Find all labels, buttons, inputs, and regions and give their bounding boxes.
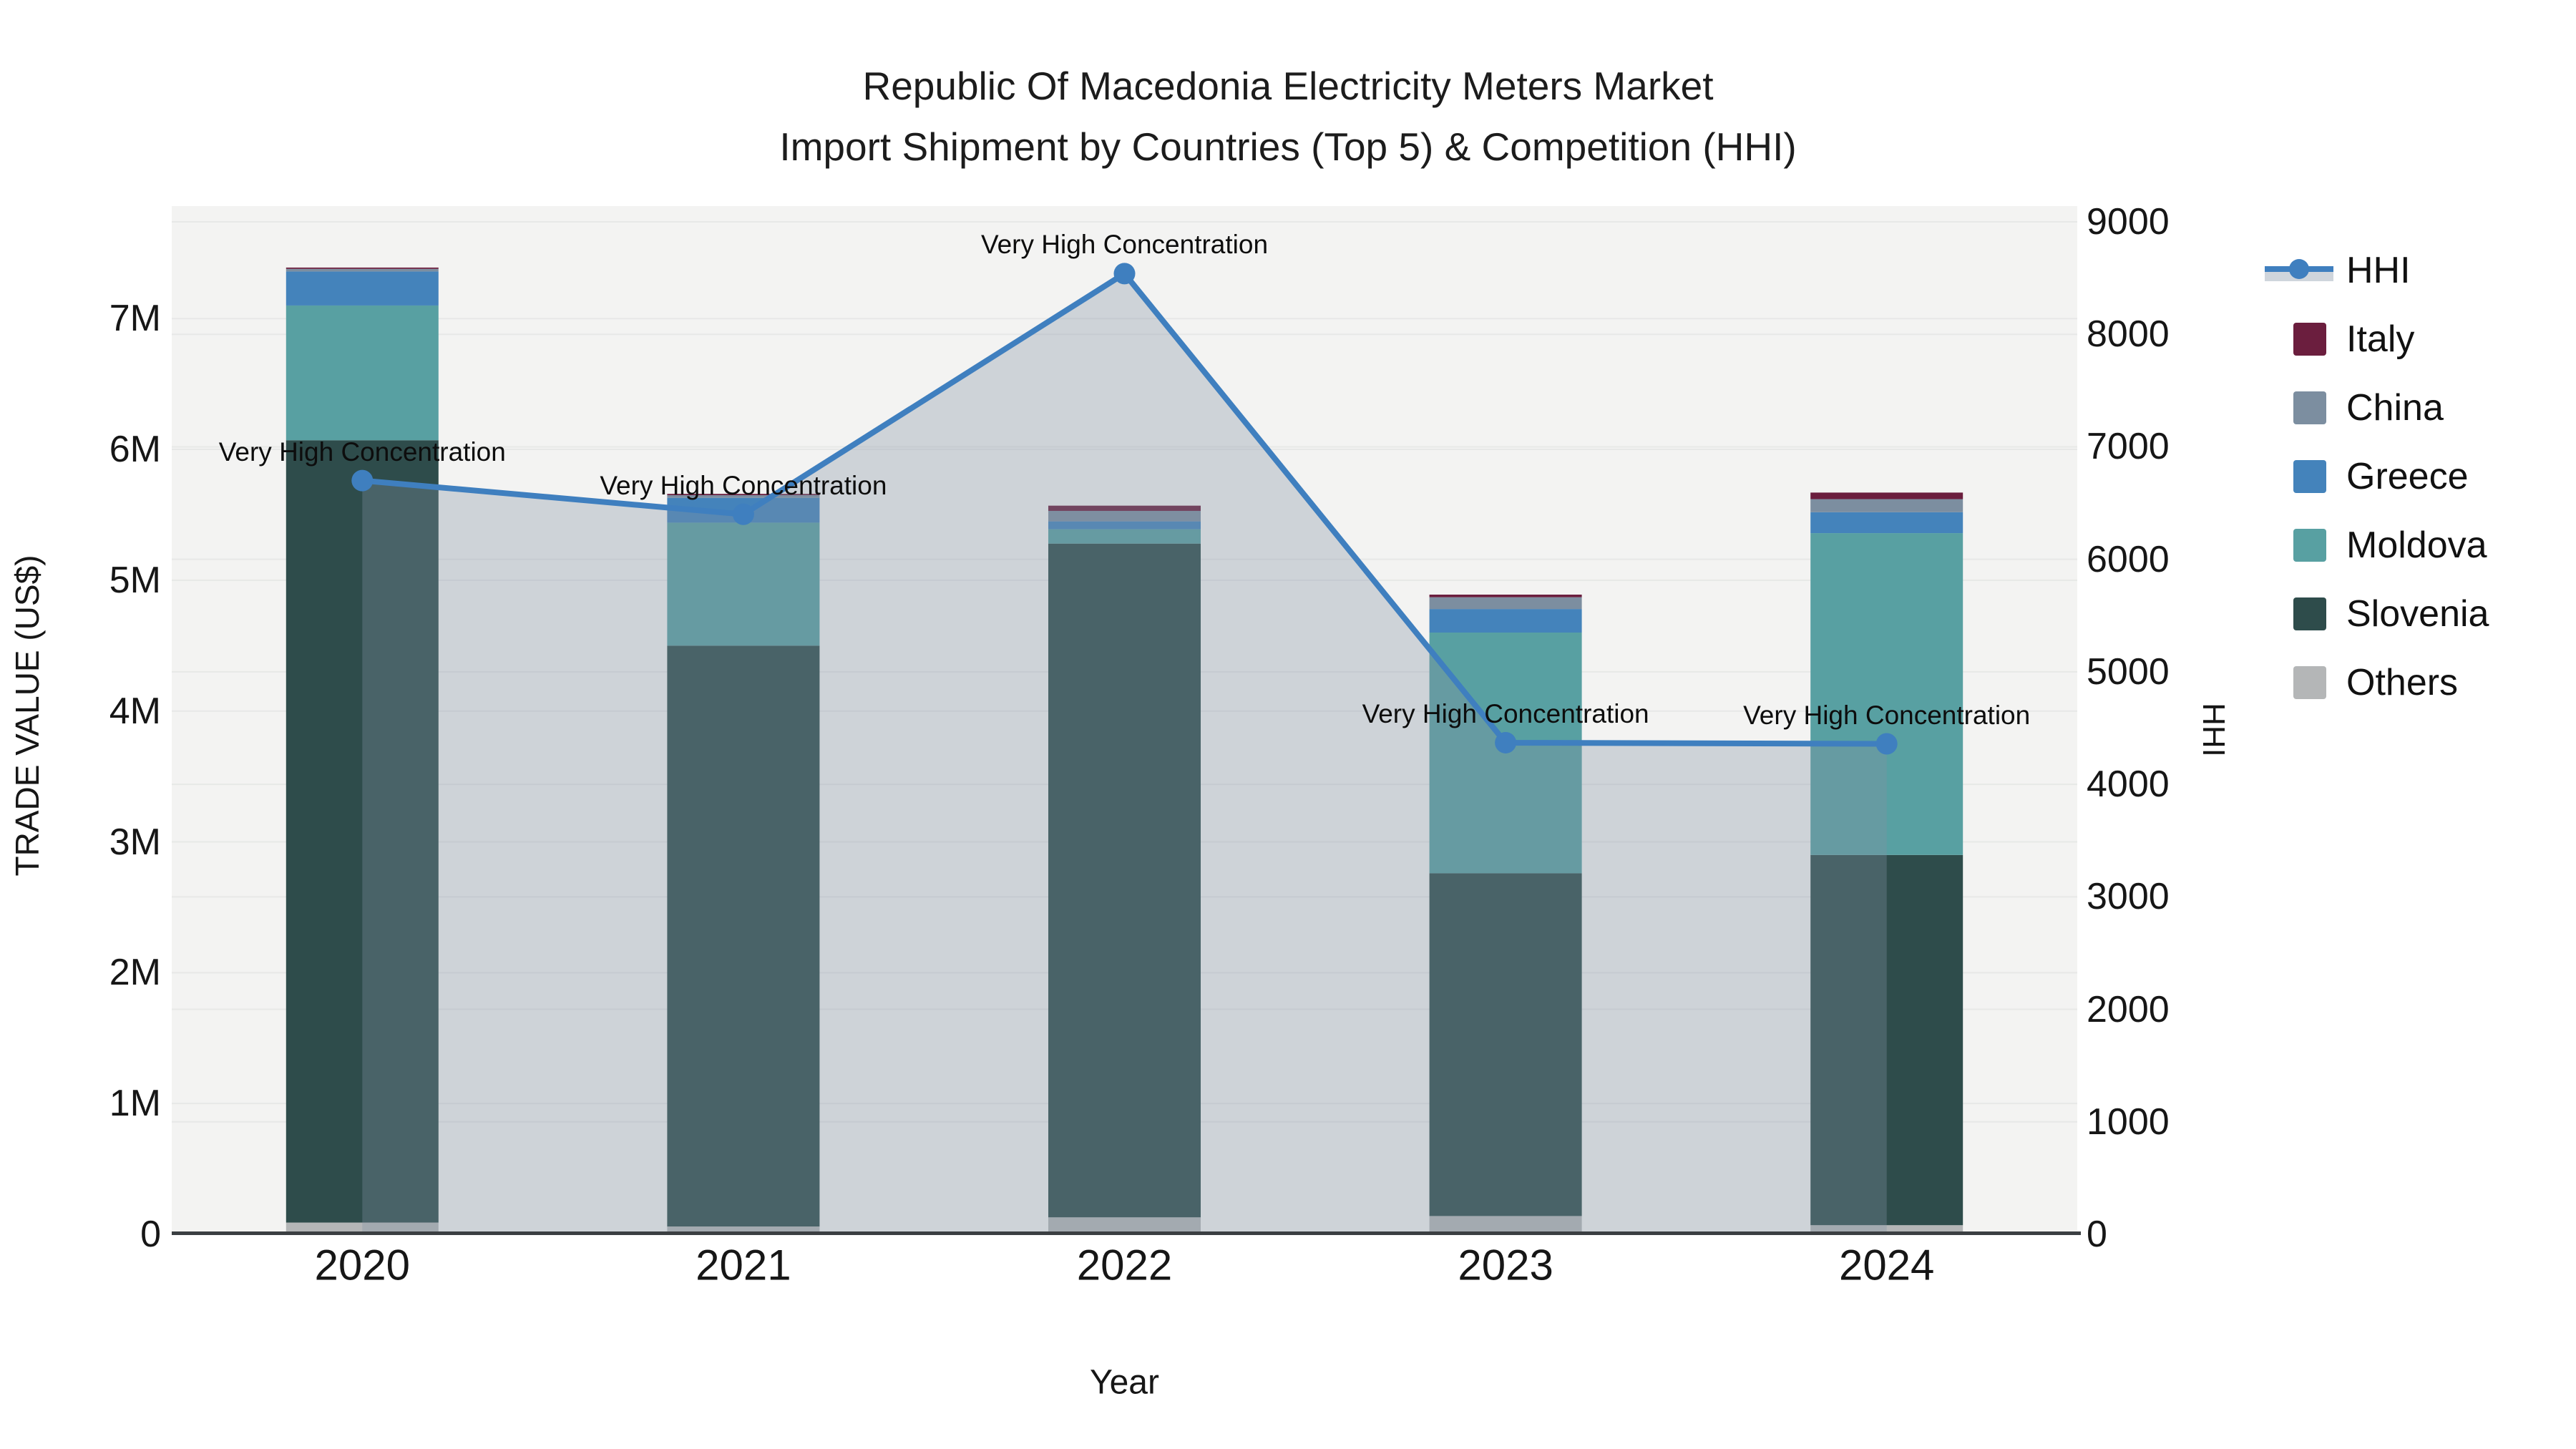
hhi-area-fill <box>362 273 1887 1234</box>
legend-swatch-moldova-icon <box>2293 529 2326 562</box>
legend-item-china[interactable]: China <box>2293 374 2489 442</box>
left-tick-3M: 3M <box>109 821 161 863</box>
bar-segment-china-2021 <box>667 495 820 498</box>
left-axis-title: TRADE VALUE (US$) <box>9 555 46 877</box>
legend-label-slovenia: Slovenia <box>2346 593 2489 635</box>
hhi-marker-2022 <box>1113 263 1136 285</box>
bar-segment-greece-2023 <box>1429 609 1582 633</box>
bar-segment-slovenia-2021 <box>667 645 820 1227</box>
bar-segment-others-2020 <box>286 1222 439 1234</box>
right-tick-2000: 2000 <box>2087 988 2170 1030</box>
right-tick-7000: 7000 <box>2087 426 2170 468</box>
left-tick-1M: 1M <box>109 1083 161 1125</box>
annotation-2021: Very High Concentration <box>600 470 887 500</box>
bar-segment-slovenia-2020 <box>286 440 439 1223</box>
bar-segment-moldova-2024 <box>1810 533 1963 855</box>
legend-item-slovenia[interactable]: Slovenia <box>2293 580 2489 648</box>
bar-segment-italy-2024 <box>1810 492 1963 499</box>
right-tick-9000: 9000 <box>2087 201 2170 243</box>
legend-label-moldova: Moldova <box>2346 525 2487 566</box>
left-tick-0: 0 <box>140 1214 161 1255</box>
legend-label-others: Others <box>2346 662 2459 703</box>
bar-segment-greece-2020 <box>286 271 439 306</box>
hhi-marker-2024 <box>1875 733 1898 755</box>
right-tick-1000: 1000 <box>2087 1101 2170 1143</box>
hhi-line <box>351 263 1898 755</box>
legend-item-hhi[interactable]: HHI <box>2265 236 2489 305</box>
bar-segment-moldova-2022 <box>1048 529 1201 544</box>
bar-segment-greece-2024 <box>1810 512 1963 534</box>
x-axis-line <box>172 1231 2081 1235</box>
hhi-marker-2021 <box>732 503 754 525</box>
annotation-2020: Very High Concentration <box>218 436 506 467</box>
bar-segment-slovenia-2022 <box>1048 543 1201 1218</box>
legend-label-china: China <box>2346 387 2444 429</box>
chart-title-line2: Import Shipment by Countries (Top 5) & C… <box>779 125 1797 170</box>
legend-label-hhi: HHI <box>2346 250 2411 291</box>
legend-swatch-china-icon <box>2293 391 2326 424</box>
left-tick-4M: 4M <box>109 690 161 732</box>
right-tick-5000: 5000 <box>2087 650 2170 693</box>
left-tick-2M: 2M <box>109 952 161 994</box>
annotation-2023: Very High Concentration <box>1362 698 1649 728</box>
legend-item-moldova[interactable]: Moldova <box>2293 511 2489 580</box>
bar-segment-others-2023 <box>1429 1216 1582 1234</box>
legend-item-greece[interactable]: Greece <box>2293 442 2489 511</box>
bar-segment-italy-2023 <box>1429 594 1582 597</box>
legend-swatch-slovenia-icon <box>2293 597 2326 630</box>
bar-segment-italy-2021 <box>667 494 820 496</box>
legend-swatch-italy-icon <box>2293 323 2326 356</box>
x-tick-2023: 2023 <box>1458 1241 1553 1289</box>
hhi-line-swatch-icon <box>2265 254 2333 287</box>
chart-title-line1: Republic Of Macedonia Electricity Meters… <box>862 64 1714 108</box>
bar-segment-greece-2022 <box>1048 521 1201 530</box>
right-tick-8000: 8000 <box>2087 313 2170 356</box>
legend-label-greece: Greece <box>2346 456 2469 497</box>
bar-segment-moldova-2021 <box>667 522 820 646</box>
bar-segment-slovenia-2023 <box>1429 873 1582 1216</box>
stacked-bars <box>286 267 1963 1234</box>
x-tick-2024: 2024 <box>1838 1241 1935 1289</box>
legend-label-italy: Italy <box>2346 318 2415 360</box>
legend-item-others[interactable]: Others <box>2293 648 2489 717</box>
annotation-2024: Very High Concentration <box>1743 700 2031 730</box>
x-tick-2022: 2022 <box>1076 1241 1173 1289</box>
legend-swatch-others-icon <box>2293 666 2326 699</box>
left-tick-5M: 5M <box>109 559 161 601</box>
right-tick-6000: 6000 <box>2087 538 2170 580</box>
left-tick-6M: 6M <box>109 429 161 471</box>
hhi-area-polygon <box>362 273 1887 1234</box>
bar-segment-others-2021 <box>667 1226 820 1234</box>
bar-segment-moldova-2020 <box>286 305 439 441</box>
bar-segment-others-2022 <box>1048 1217 1201 1234</box>
chart-title: Republic Of Macedonia Electricity Meters… <box>0 56 2576 178</box>
right-axis-title: HHI <box>2196 703 2231 757</box>
legend-item-italy[interactable]: Italy <box>2293 305 2489 374</box>
bar-segment-italy-2022 <box>1048 505 1201 511</box>
legend-swatch-greece-icon <box>2293 460 2326 493</box>
right-tick-0: 0 <box>2087 1214 2107 1255</box>
right-tick-4000: 4000 <box>2087 763 2170 806</box>
hhi-marker-2023 <box>1495 731 1517 753</box>
x-axis-title: Year <box>1090 1363 1159 1402</box>
annotation-2022: Very High Concentration <box>980 230 1269 260</box>
bar-segment-china-2024 <box>1810 499 1963 512</box>
bar-segment-china-2020 <box>286 268 439 272</box>
legend: HHI Italy China Greece Moldova Slovenia Others <box>2265 236 2489 717</box>
bar-segment-slovenia-2024 <box>1810 854 1963 1226</box>
bar-segment-china-2023 <box>1429 597 1582 610</box>
bar-segment-italy-2020 <box>286 267 439 269</box>
x-tick-2020: 2020 <box>314 1241 411 1289</box>
x-tick-2021: 2021 <box>696 1241 791 1289</box>
bar-segment-china-2022 <box>1048 510 1201 522</box>
hhi-marker-2020 <box>351 469 374 492</box>
right-tick-3000: 3000 <box>2087 876 2170 918</box>
left-tick-7M: 7M <box>109 298 161 340</box>
